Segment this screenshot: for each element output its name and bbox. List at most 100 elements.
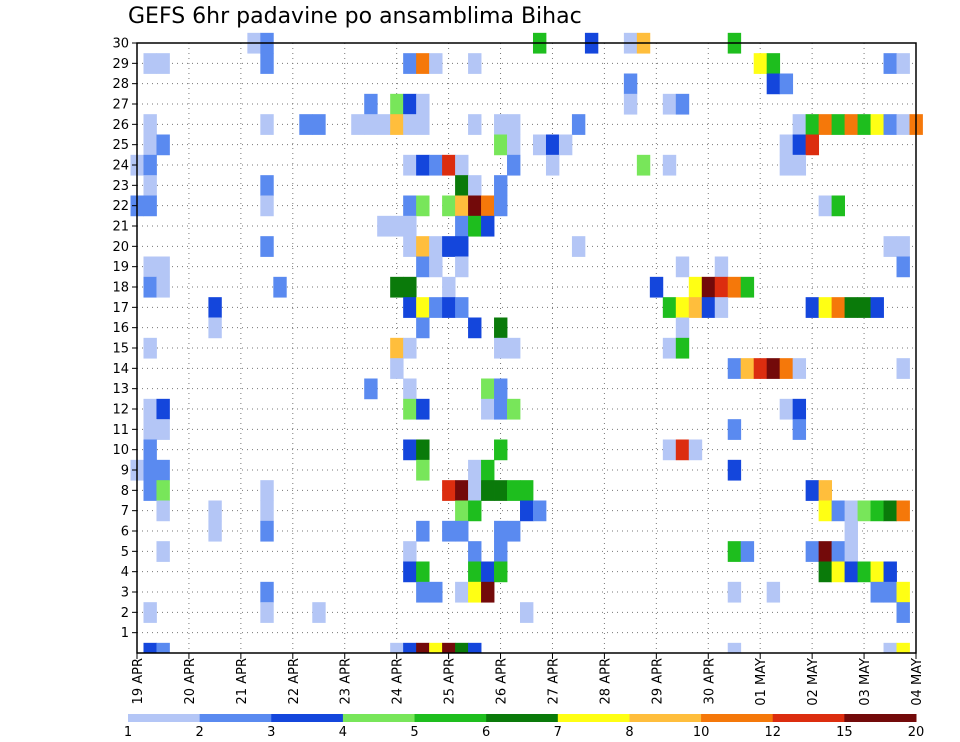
heatmap-cell: [507, 134, 521, 156]
x-axis: 19 APR 20 APR 21 APR 22 APR 23 APR 24 APR 25 A…: [131, 653, 925, 706]
x-tick-label: 03 MAY: [858, 658, 873, 706]
heatmap-cell: [844, 297, 858, 318]
heatmap-cell: [857, 561, 871, 583]
heatmap-cell: [416, 459, 430, 481]
heatmap-cell: [403, 297, 417, 318]
heatmap-cell: [260, 500, 274, 522]
colorbar-swatch: [701, 714, 774, 722]
heatmap-cell: [468, 480, 482, 501]
heatmap-cell: [455, 520, 469, 542]
colorbar-swatch: [486, 714, 559, 722]
heatmap-cell: [390, 114, 404, 135]
heatmap-cell: [351, 114, 365, 135]
y-tick-label: 26: [112, 118, 129, 133]
heatmap-cell: [494, 114, 508, 135]
heatmap-cell: [416, 93, 430, 115]
chart-title: GEFS 6hr padavine po ansamblima Bihac: [128, 4, 582, 29]
heatmap-cell: [416, 53, 430, 74]
heatmap-cell: [364, 378, 378, 400]
heatmap-cell: [455, 500, 469, 522]
heatmap-cell: [753, 53, 768, 74]
heatmap-cell: [403, 53, 417, 74]
heatmap-cell: [273, 276, 287, 298]
heatmap-cell: [792, 398, 807, 420]
heatmap-cell: [143, 53, 157, 74]
heatmap-cell: [792, 358, 807, 379]
heatmap-cell: [429, 581, 443, 603]
heatmap-cell: [494, 541, 508, 562]
y-tick-label: 21: [112, 220, 129, 235]
heatmap-cell: [688, 297, 703, 318]
heatmap-cell: [494, 480, 508, 501]
heatmap-cell: [468, 317, 482, 339]
colorbar-label: 20: [908, 725, 925, 740]
heatmap-cell: [507, 480, 521, 501]
heatmap-cell: [766, 581, 781, 603]
colorbar-swatch: [199, 714, 272, 722]
heatmap-cell: [143, 154, 157, 176]
y-tick-label: 2: [121, 606, 129, 621]
heatmap-cell: [403, 236, 417, 257]
x-tick-label: 23 APR: [339, 658, 354, 704]
x-tick-label: 25 APR: [443, 658, 458, 704]
heatmap-cell: [883, 114, 897, 135]
heatmap-cell: [753, 358, 768, 379]
x-tick-label: 24 APR: [391, 658, 406, 704]
heatmap-cell: [455, 236, 469, 257]
heatmap-cell: [312, 114, 326, 135]
x-tick-label: 26 APR: [495, 658, 510, 704]
heatmap-cell: [831, 297, 845, 318]
colorbar-label: 6: [482, 725, 490, 740]
heatmap-cell: [442, 642, 456, 653]
heatmap-cell: [545, 134, 560, 156]
y-tick-label: 3: [121, 586, 129, 601]
heatmap-cell: [429, 256, 443, 278]
y-tick-label: 1: [121, 626, 129, 641]
heatmap-cell: [403, 541, 417, 562]
colorbar-label: 4: [339, 725, 347, 740]
heatmap-cell: [779, 134, 794, 156]
heatmap-cell: [507, 114, 521, 135]
y-tick-label: 18: [112, 281, 129, 296]
heatmap-cell: [792, 114, 807, 135]
heatmap-cell: [260, 236, 274, 257]
heatmap-cell: [416, 154, 430, 176]
heatmap-cell: [403, 195, 417, 217]
heatmap-cell: [636, 154, 651, 176]
y-tick-label: 19: [112, 260, 129, 275]
heatmap-cell: [156, 500, 170, 522]
heatmap-cell: [468, 114, 482, 135]
colorbar-label: 12: [764, 725, 781, 740]
heatmap-cell: [143, 276, 157, 298]
heatmap-cell: [156, 276, 170, 298]
heatmap-cell: [494, 175, 508, 196]
heatmap-cell: [156, 53, 170, 74]
heatmap-cell: [688, 439, 703, 461]
heatmap-cell: [468, 561, 482, 583]
heatmap-cell: [416, 439, 430, 461]
heatmap-cell: [312, 602, 326, 623]
heatmap-cell: [818, 500, 833, 522]
heatmap-cell: [831, 541, 845, 562]
colorbar-swatch: [557, 714, 630, 722]
heatmap-cell: [883, 500, 897, 522]
heatmap-cell: [896, 500, 910, 522]
y-tick-label: 4: [121, 565, 129, 580]
y-tick-label: 25: [112, 138, 129, 153]
heatmap-cell: [494, 134, 508, 156]
heatmap-cell: [831, 561, 845, 583]
y-axis: 1234567891011121314151617181920212223242…: [112, 37, 137, 641]
heatmap-cell: [143, 195, 157, 217]
heatmap-cell: [662, 337, 677, 359]
heatmap-cell: [727, 581, 742, 603]
heatmap-cell: [260, 175, 274, 196]
y-tick-label: 22: [112, 199, 129, 214]
heatmap-cell: [260, 581, 274, 603]
heatmap-cell: [883, 581, 897, 603]
heatmap-cell: [468, 53, 482, 74]
heatmap-cell: [455, 480, 469, 501]
heatmap-cell: [143, 398, 157, 420]
heatmap-cell: [520, 500, 534, 522]
heatmap-cell: [792, 154, 807, 176]
